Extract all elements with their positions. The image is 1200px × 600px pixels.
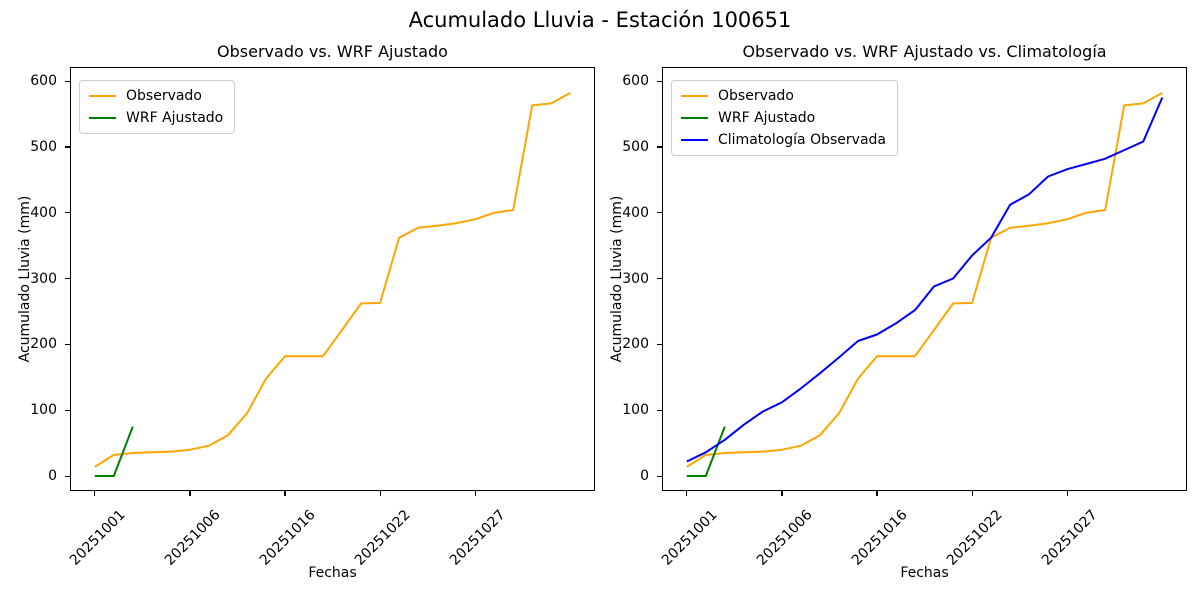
left-x-tick-mark bbox=[189, 491, 191, 496]
left-x-tick-mark bbox=[379, 491, 381, 496]
left-x-tick-mark bbox=[94, 491, 96, 496]
left-chart-series-svg bbox=[94, 92, 571, 477]
right-x-tick-label: 20251027 bbox=[1038, 507, 1101, 569]
right-x-tick-label: 20251016 bbox=[848, 507, 911, 569]
left-y-tick-mark bbox=[65, 475, 70, 477]
right-y-tick-label: 300 bbox=[622, 270, 649, 287]
right-y-tick-mark bbox=[657, 409, 662, 411]
right-series-line-climatolog-a-observada bbox=[686, 97, 1164, 463]
left-y-tick-label: 200 bbox=[30, 336, 57, 353]
legend-line-swatch-observado bbox=[681, 94, 708, 98]
right-y-tick-mark bbox=[657, 212, 662, 214]
left-x-tick-label: 20251027 bbox=[446, 507, 509, 569]
legend-item-observado: Observado bbox=[89, 88, 223, 104]
left-y-tick-mark bbox=[65, 343, 70, 346]
legend-item-wrf-ajustado: WRF Ajustado bbox=[681, 110, 886, 126]
left-x-tick-label: 20251001 bbox=[66, 507, 129, 569]
legend-label: WRF Ajustado bbox=[126, 110, 224, 126]
legend-line-swatch-wrf-ajustado bbox=[681, 116, 708, 120]
left-y-tick-label: 600 bbox=[30, 73, 57, 89]
left-y-tick-label: 500 bbox=[30, 138, 57, 155]
left-chart-title: Observado vs. WRF Ajustado bbox=[217, 42, 448, 61]
legend-label: Observado bbox=[126, 88, 202, 104]
right-y-tick-mark bbox=[657, 80, 662, 82]
legend-item-climatolog-a-observada: Climatología Observada bbox=[681, 132, 886, 148]
right-x-tick-label: 20251006 bbox=[753, 507, 816, 569]
left-y-tick-mark bbox=[65, 409, 70, 411]
left-x-axis-label: Fechas bbox=[308, 565, 357, 581]
legend-line-swatch-climatolog-a-observada bbox=[681, 138, 708, 142]
right-x-tick-mark bbox=[686, 491, 688, 496]
left-x-tick-label: 20251022 bbox=[351, 507, 414, 569]
right-y-tick-label: 200 bbox=[622, 336, 649, 353]
right-y-tick-mark bbox=[657, 278, 662, 280]
legend-label: Observado bbox=[718, 88, 794, 104]
legend-label: Climatología Observada bbox=[718, 132, 886, 148]
left-chart-legend: Observado WRF Ajustado bbox=[79, 80, 236, 134]
left-x-tick-mark bbox=[474, 491, 476, 496]
right-chart-title: Observado vs. WRF Ajustado vs. Climatolo… bbox=[742, 42, 1107, 61]
right-y-tick-mark bbox=[657, 343, 662, 346]
legend-line-swatch-observado bbox=[89, 94, 116, 98]
left-y-tick-label: 300 bbox=[30, 270, 57, 287]
left-x-tick-label: 20251006 bbox=[161, 507, 224, 569]
left-y-tick-label: 0 bbox=[48, 468, 57, 484]
right-series-line-observado bbox=[686, 92, 1163, 468]
left-y-tick-mark bbox=[65, 80, 70, 82]
legend-item-wrf-ajustado: WRF Ajustado bbox=[89, 110, 223, 126]
left-y-tick-mark bbox=[65, 146, 70, 148]
left-y-tick-label: 100 bbox=[30, 402, 57, 419]
left-x-tick-label: 20251016 bbox=[256, 507, 319, 569]
right-x-tick-mark bbox=[876, 491, 878, 496]
right-chart-legend: Observado WRF Ajustado Climatología Observ… bbox=[671, 80, 898, 156]
right-x-tick-mark bbox=[781, 491, 783, 496]
right-x-tick-mark bbox=[1066, 491, 1068, 496]
legend-label: WRF Ajustado bbox=[718, 110, 816, 126]
right-y-tick-label: 500 bbox=[622, 138, 649, 155]
right-x-tick-mark bbox=[971, 491, 973, 496]
left-y-tick-mark bbox=[65, 212, 70, 214]
right-x-tick-label: 20251001 bbox=[658, 507, 721, 569]
left-chart-axes: Observado vs. WRF Ajustado Observado WRF … bbox=[17, 42, 595, 581]
legend-item-observado: Observado bbox=[681, 88, 886, 104]
right-y-tick-label: 600 bbox=[622, 73, 649, 89]
right-y-tick-label: 100 bbox=[622, 402, 649, 419]
legend-line-swatch-wrf-ajustado bbox=[89, 116, 116, 120]
right-y-tick-mark bbox=[657, 475, 662, 477]
right-y-tick-label: 400 bbox=[622, 204, 649, 221]
right-chart-axes: Observado vs. WRF Ajustado vs. Climatolo… bbox=[609, 42, 1187, 581]
left-series-line-wrf-ajustado bbox=[94, 426, 134, 477]
left-y-tick-label: 400 bbox=[30, 204, 57, 221]
left-y-tick-mark bbox=[65, 278, 70, 280]
right-y-tick-mark bbox=[657, 146, 662, 148]
figure-title: Acumulado Lluvia - Estación 100651 bbox=[408, 8, 792, 32]
right-y-tick-label: 0 bbox=[640, 468, 649, 484]
left-x-tick-mark bbox=[284, 491, 286, 496]
right-x-axis-label: Fechas bbox=[900, 565, 949, 581]
right-chart-series-svg bbox=[686, 92, 1164, 477]
left-series-line-observado bbox=[94, 92, 571, 468]
right-x-tick-label: 20251022 bbox=[943, 507, 1006, 569]
